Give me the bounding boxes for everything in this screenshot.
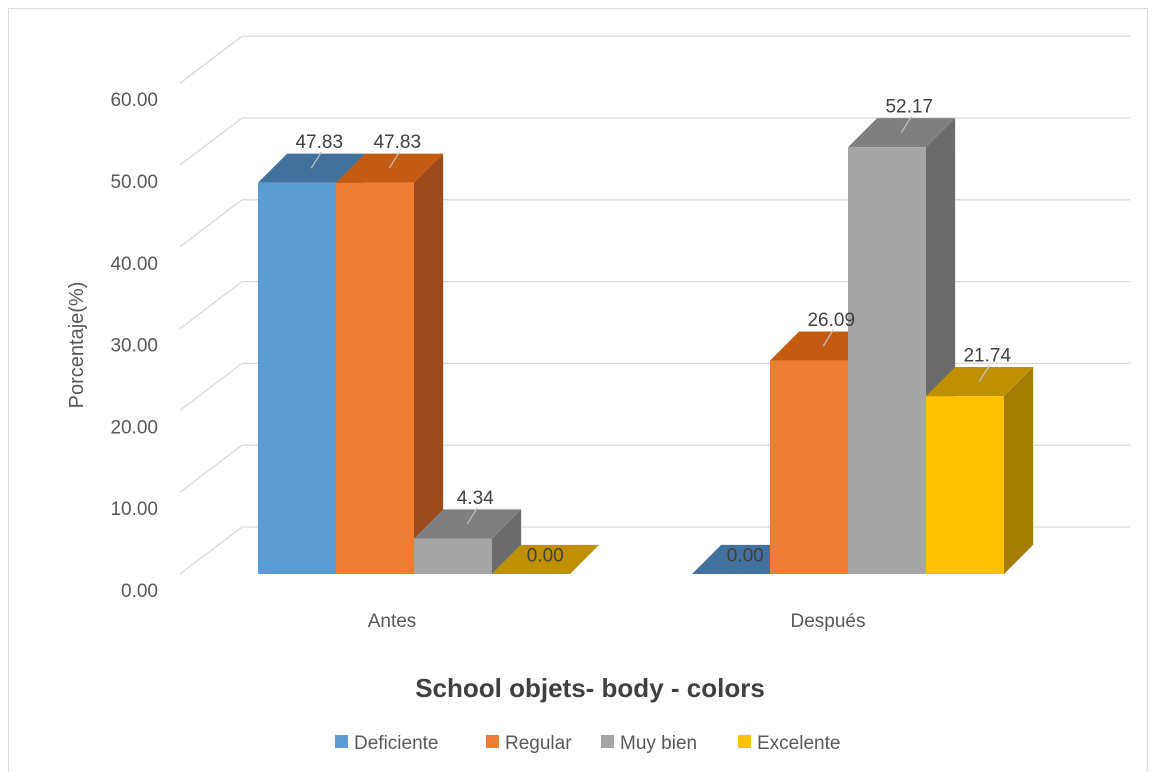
data-label: 26.09 — [807, 310, 855, 331]
bar-front — [848, 147, 926, 574]
data-label: 47.83 — [373, 132, 421, 153]
bar-front — [770, 361, 848, 574]
bar-front — [926, 396, 1004, 574]
legend-label: Excelente — [757, 733, 840, 754]
data-label: 4.34 — [457, 488, 494, 509]
category-label: Antes — [368, 611, 417, 632]
data-label: 47.83 — [295, 132, 343, 153]
y-axis-title: Porcentaje(%) — [66, 282, 88, 409]
gridline-diagonal — [180, 445, 242, 492]
legend-label: Regular — [505, 733, 572, 754]
y-tick-label: 10.00 — [110, 499, 158, 520]
data-label: 21.74 — [963, 346, 1011, 367]
bar-side — [1004, 367, 1033, 574]
y-tick-label: 60.00 — [110, 90, 158, 111]
gridline-diagonal — [180, 118, 242, 165]
category-labels: Antes Después — [368, 611, 866, 632]
legend-swatch — [486, 735, 499, 748]
bar-front — [336, 183, 414, 574]
bar-front — [414, 538, 492, 574]
legend: Deficiente Regular Muy bien Excelente — [335, 733, 840, 754]
bar-regular-0 — [336, 154, 443, 574]
bar-side — [414, 154, 443, 574]
bar-front — [258, 183, 336, 574]
y-tick-label: 40.00 — [110, 254, 158, 275]
legend-label: Deficiente — [354, 733, 439, 754]
bar-excelente-1 — [926, 367, 1033, 574]
y-tick-label: 50.00 — [110, 172, 158, 193]
legend-item-regular: Regular — [486, 733, 572, 754]
legend-item-muy-bien: Muy bien — [601, 733, 697, 754]
data-label: 52.17 — [885, 97, 933, 118]
y-tick-label: 30.00 — [110, 336, 158, 357]
legend-swatch — [335, 735, 348, 748]
gridline-diagonal — [180, 36, 242, 83]
category-label: Después — [791, 611, 866, 632]
gridline-diagonal — [180, 527, 242, 574]
legend-label: Muy bien — [620, 733, 697, 754]
legend-item-deficiente: Deficiente — [335, 733, 439, 754]
data-label: 0.00 — [527, 545, 564, 566]
legend-swatch — [601, 735, 614, 748]
chart-title: School objets- body - colors — [415, 673, 765, 703]
legend-swatch — [738, 735, 751, 748]
gridline-diagonal — [180, 282, 242, 329]
y-tick-label: 0.00 — [121, 581, 158, 602]
y-tick-label: 20.00 — [110, 417, 158, 438]
data-label: 0.00 — [727, 545, 764, 566]
bar-layer — [258, 118, 1033, 574]
y-tick-labels: 0.00 10.00 20.00 30.00 40.00 50.00 60.00 — [110, 90, 158, 602]
gridline-diagonal — [180, 363, 242, 410]
legend-item-excelente: Excelente — [738, 733, 840, 754]
gridline-diagonal — [180, 200, 242, 247]
